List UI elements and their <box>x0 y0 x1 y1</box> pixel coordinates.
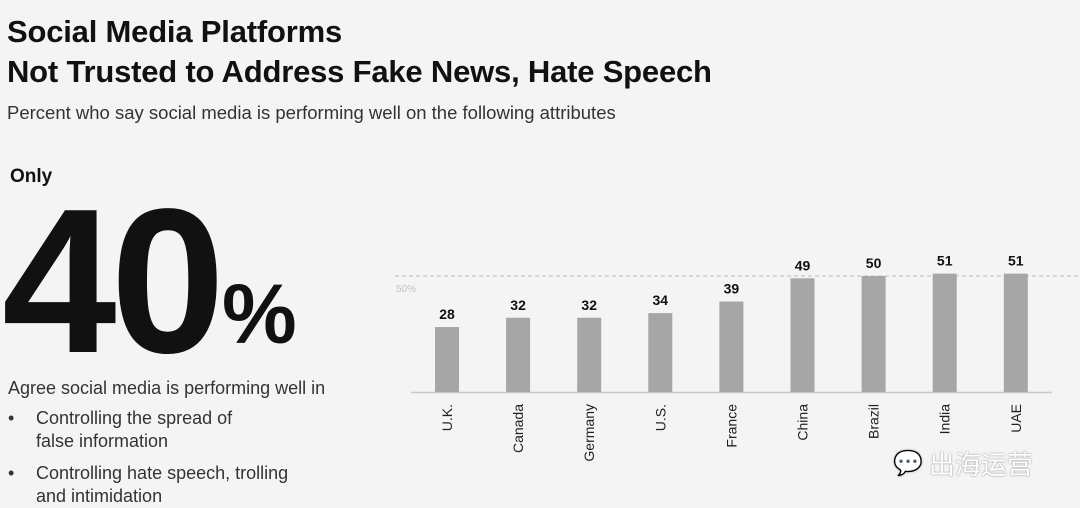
bar <box>435 327 459 392</box>
wechat-icon: 💬 <box>893 450 923 477</box>
watermark-text: 出海运营 <box>928 450 1033 480</box>
callout-unit: % <box>222 267 297 361</box>
bullet-line: Controlling the spread of <box>36 408 233 428</box>
callout-number: 40 <box>2 166 225 396</box>
x-tick-label: U.S. <box>652 404 668 431</box>
data-label: 50 <box>866 255 882 271</box>
data-label: 32 <box>510 297 526 313</box>
bar <box>719 301 744 392</box>
callout-prefix: Only <box>10 166 53 187</box>
data-label: 49 <box>795 257 811 273</box>
bullet-marker: • <box>8 408 15 428</box>
bar <box>648 313 673 392</box>
bar <box>577 317 602 392</box>
x-tick-label: France <box>723 404 739 448</box>
bullet-line: and intimidation <box>36 486 163 506</box>
x-tick-label: Canada <box>510 404 526 453</box>
reference-line-label: 50% <box>396 284 416 295</box>
bar <box>1003 273 1028 392</box>
data-label: 39 <box>724 281 740 297</box>
x-tick-label: UAE <box>1008 404 1024 433</box>
data-label: 32 <box>581 297 597 313</box>
data-label: 34 <box>653 292 669 308</box>
watermark: 💬 出海运营 <box>893 445 1033 482</box>
x-tick-label: U.K. <box>439 404 455 431</box>
chart-title-line1: Social Media Platforms <box>7 14 342 49</box>
bullet-line: false information <box>36 431 169 451</box>
x-tick-label: Brazil <box>866 404 882 439</box>
bar <box>506 317 531 392</box>
callout-description: Agree social media is performing well in <box>8 378 326 398</box>
chart-subtitle: Percent who say social media is performi… <box>7 102 616 123</box>
bar <box>861 276 886 392</box>
data-label: 51 <box>937 253 953 269</box>
bullet-marker: • <box>8 463 15 483</box>
x-tick-label: China <box>795 404 811 441</box>
chart-title-line2: Not Trusted to Address Fake News, Hate S… <box>7 54 712 89</box>
data-label: 51 <box>1008 253 1024 269</box>
bullet-line: Controlling hate speech, trolling <box>36 463 289 483</box>
bar <box>790 278 815 392</box>
x-tick-label: India <box>937 404 953 435</box>
data-label: 28 <box>439 306 455 322</box>
bar <box>932 273 957 392</box>
x-tick-label: Germany <box>581 404 597 462</box>
